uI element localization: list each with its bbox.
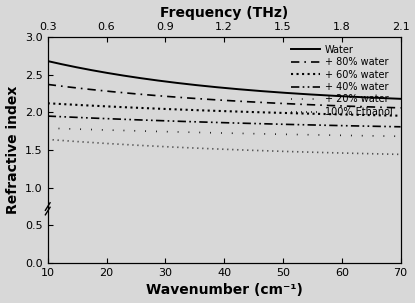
100% Ethanol — [215, 147, 220, 151]
+ 80% water — [213, 98, 218, 102]
Water — [398, 97, 403, 101]
+ 60% water — [334, 112, 339, 116]
+ 80% water — [398, 106, 403, 110]
100% Ethanol — [255, 149, 260, 152]
+ 40% water — [398, 125, 403, 128]
Line: + 60% water: + 60% water — [48, 103, 400, 116]
+ 80% water — [236, 99, 241, 103]
+ 60% water — [45, 102, 50, 105]
+ 20% water — [45, 126, 50, 130]
+ 40% water — [334, 124, 339, 127]
100% Ethanol — [398, 152, 403, 156]
100% Ethanol — [213, 147, 218, 151]
+ 40% water — [213, 121, 218, 124]
+ 80% water — [334, 104, 339, 108]
Line: 100% Ethanol: 100% Ethanol — [48, 139, 400, 154]
100% Ethanol — [334, 151, 339, 155]
Line: Water: Water — [48, 61, 400, 99]
Water — [45, 59, 50, 63]
100% Ethanol — [390, 152, 395, 156]
+ 80% water — [215, 98, 220, 102]
+ 60% water — [215, 109, 220, 113]
+ 80% water — [390, 106, 395, 109]
+ 20% water — [215, 131, 220, 135]
+ 20% water — [390, 134, 395, 138]
+ 20% water — [398, 135, 403, 138]
+ 40% water — [255, 122, 260, 125]
+ 60% water — [213, 109, 218, 113]
100% Ethanol — [45, 138, 50, 141]
+ 80% water — [45, 83, 50, 86]
X-axis label: Wavenumber (cm⁻¹): Wavenumber (cm⁻¹) — [146, 283, 303, 298]
Line: + 20% water: + 20% water — [48, 128, 400, 136]
+ 20% water — [213, 131, 218, 135]
Water — [255, 89, 260, 93]
+ 20% water — [255, 132, 260, 136]
+ 40% water — [215, 121, 220, 124]
Water — [213, 85, 218, 89]
+ 60% water — [255, 110, 260, 114]
+ 60% water — [236, 110, 241, 113]
Water — [334, 94, 339, 98]
Legend: Water, + 80% water, + 60% water, + 40% water, + 20% water, 100% Ethanol: Water, + 80% water, + 60% water, + 40% w… — [288, 42, 396, 120]
+ 60% water — [390, 114, 395, 117]
+ 40% water — [236, 121, 241, 125]
Line: + 80% water: + 80% water — [48, 85, 400, 108]
+ 80% water — [255, 100, 260, 104]
+ 60% water — [398, 114, 403, 118]
100% Ethanol — [236, 148, 241, 152]
Y-axis label: Refractive index: Refractive index — [5, 86, 20, 214]
Water — [236, 87, 241, 91]
X-axis label: Frequency (THz): Frequency (THz) — [160, 5, 288, 20]
+ 20% water — [334, 133, 339, 137]
Water — [390, 97, 395, 100]
+ 40% water — [390, 125, 395, 128]
+ 20% water — [236, 132, 241, 135]
+ 40% water — [45, 114, 50, 118]
Water — [215, 85, 220, 89]
Line: + 40% water: + 40% water — [48, 116, 400, 127]
